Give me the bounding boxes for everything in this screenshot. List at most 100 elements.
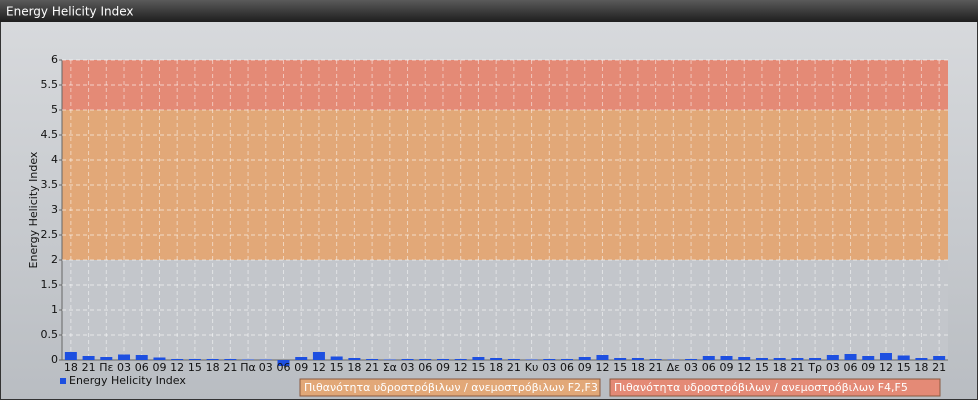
bar [631,358,644,360]
header-bar [0,0,978,22]
y-axis-label: Energy Helicity Index [27,151,40,268]
x-tick-label: 06 [702,361,716,374]
bar [755,358,768,360]
x-tick-label: 18 [914,361,928,374]
bar [791,358,804,360]
x-tick-label: 06 [844,361,858,374]
band-legend-box [609,378,941,397]
x-tick-label: Πε [99,361,113,374]
x-tick-label: 15 [330,361,344,374]
bar [118,354,131,360]
bar [915,358,928,360]
x-tick-label: 15 [471,361,485,374]
x-tick-label: 09 [436,361,450,374]
x-tick-label: 15 [897,361,911,374]
bar [543,359,556,360]
y-tick-label: 6 [51,53,58,66]
y-tick-label: 5 [51,103,58,116]
bar [596,355,609,360]
x-tick-label: 06 [135,361,149,374]
x-tick-label: 12 [454,361,468,374]
x-tick-label: 03 [542,361,556,374]
bar [224,359,237,360]
bar [614,358,627,360]
x-tick-label: 09 [294,361,308,374]
y-tick-label: 3.5 [41,178,59,191]
bar [507,359,520,360]
x-tick-label: 09 [861,361,875,374]
bar [897,355,910,360]
x-tick-label: 21 [82,361,96,374]
bar [259,359,272,360]
bar [401,359,414,360]
x-tick-label: 18 [773,361,787,374]
x-tick-label: 18 [64,361,78,374]
bar [100,357,113,360]
x-tick-label: Τρ [807,361,822,374]
x-tick-label: 06 [418,361,432,374]
x-tick-label: 21 [932,361,946,374]
x-tick-label: 21 [365,361,379,374]
x-tick-label: 21 [649,361,663,374]
bar [312,352,325,360]
legend-label: Energy Helicity Index [69,374,186,387]
x-tick-label: Σα [383,361,397,374]
x-tick-label: 18 [631,361,645,374]
y-tick-label: 2.5 [41,228,59,241]
bar [844,354,857,360]
x-tick-label: 09 [720,361,734,374]
bar [578,357,591,360]
x-tick-label: 09 [152,361,166,374]
x-tick-label: 09 [578,361,592,374]
x-tick-label: 03 [259,361,273,374]
x-tick-label: 18 [489,361,503,374]
bar [242,359,255,360]
bar [454,359,467,360]
bar [649,359,662,360]
bar [383,359,396,360]
bar [490,358,503,360]
bar [295,357,308,360]
y-tick-label: 3 [51,203,58,216]
y-tick-label: 0 [51,353,58,366]
bar [702,356,715,360]
bar [82,356,95,360]
bar [366,359,379,360]
bar [862,356,875,360]
bar [738,357,751,360]
x-tick-label: 15 [613,361,627,374]
bar [720,356,733,360]
bar [667,359,680,360]
x-tick-label: 12 [737,361,751,374]
band-legend-label: Πιθανότητα υδροστρόβιλων / ανεμοστρόβιλω… [614,381,908,394]
band-legend-label: Πιθανότητα υδροστρόβιλων / ανεμοστρόβιλω… [304,381,598,394]
bar [436,359,449,360]
x-tick-label: 12 [595,361,609,374]
x-tick-label: Πα [240,361,256,374]
x-tick-label: 15 [755,361,769,374]
bar [206,359,219,360]
x-tick-label: 03 [117,361,131,374]
bar [472,357,485,360]
x-tick-label: 06 [277,361,291,374]
x-tick-label: 15 [188,361,202,374]
y-tick-label: 1.5 [41,278,59,291]
y-tick-label: 1 [51,303,58,316]
bar [277,360,290,366]
x-tick-label: 03 [401,361,415,374]
bar [330,356,343,360]
x-tick-label: 21 [790,361,804,374]
bar [348,358,361,360]
x-tick-label: 12 [879,361,893,374]
header-title: Energy Helicity Index [6,5,134,19]
bar [188,359,201,360]
bar [809,358,822,360]
x-tick-label: 21 [223,361,237,374]
bar [561,359,574,360]
x-tick-label: 18 [347,361,361,374]
bar [525,359,538,360]
bar [135,355,148,360]
x-tick-label: Δε [667,361,681,374]
bar [933,356,946,360]
